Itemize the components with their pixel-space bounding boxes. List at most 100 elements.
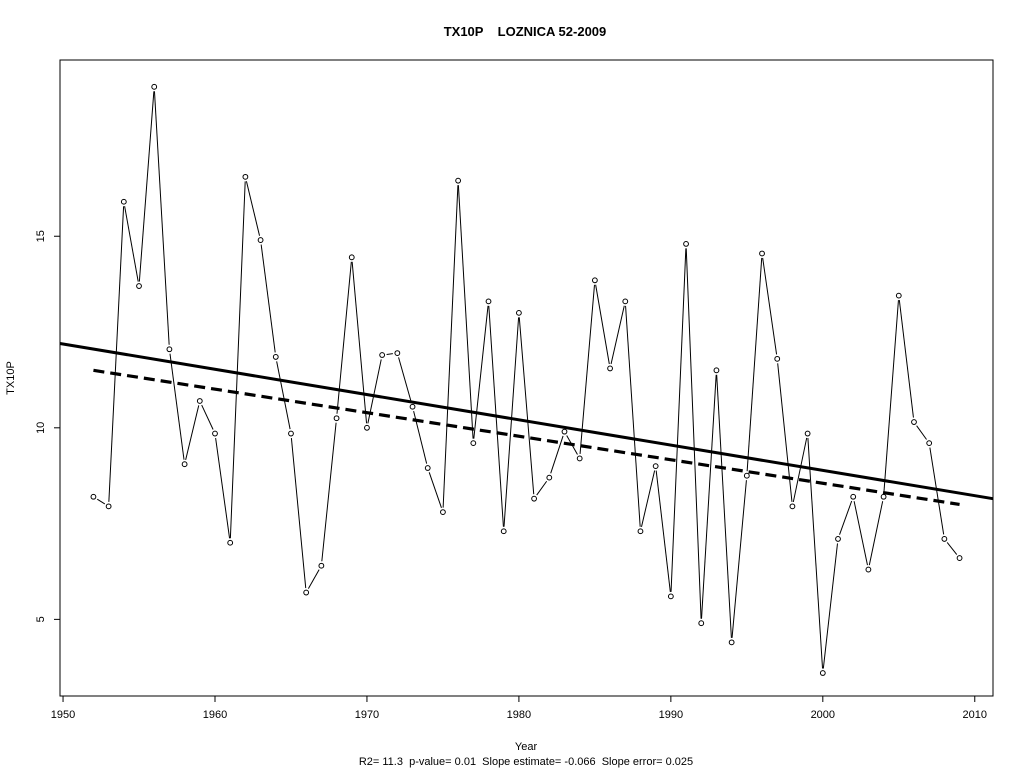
series-line-segment <box>579 284 595 455</box>
dashed-trend-line <box>93 368 960 507</box>
series-line-segment <box>762 257 778 355</box>
data-point <box>607 365 613 372</box>
series-line-segment <box>946 542 958 555</box>
data-point <box>212 430 218 437</box>
data-point <box>424 465 431 471</box>
data-point <box>956 555 963 561</box>
y-tick-label: 10 <box>35 422 47 434</box>
series-line-segment <box>670 248 687 592</box>
data-point <box>333 415 340 422</box>
series-line-segment <box>96 498 106 505</box>
series-line-segment <box>351 261 368 424</box>
series-line-segment <box>398 357 412 403</box>
data-point <box>440 509 446 515</box>
series-line-segment <box>260 244 276 353</box>
series-line-segment <box>807 438 824 669</box>
data-point <box>105 503 112 510</box>
series-line-segment <box>336 261 352 414</box>
data-point <box>455 177 462 184</box>
x-tick-label: 2000 <box>811 709 835 721</box>
series-line-segment <box>853 501 868 566</box>
series-line-segment <box>868 501 884 566</box>
data-point <box>850 493 857 500</box>
series-line-segment <box>413 410 428 464</box>
series-line-segment <box>731 480 747 638</box>
data-point <box>652 463 659 470</box>
series-line-segment <box>550 435 564 474</box>
data-point <box>926 440 933 447</box>
series-line-segment <box>595 284 610 365</box>
series-line-segment <box>367 359 382 424</box>
data-point <box>288 430 294 437</box>
series-line-segment <box>169 353 185 460</box>
x-tick-label: 1980 <box>507 709 531 721</box>
data-point <box>743 472 750 479</box>
data-point <box>500 528 507 535</box>
data-point <box>895 292 902 299</box>
series-line-segment <box>442 185 459 508</box>
data-point <box>591 277 598 284</box>
data-point <box>911 419 917 425</box>
data-point <box>379 352 386 358</box>
data-point <box>90 493 97 500</box>
series-line-segment <box>655 470 671 592</box>
x-tick-label: 2010 <box>963 709 987 721</box>
series-line-segment <box>215 437 231 539</box>
stats-footer: R2= 11.3 p-value= 0.01 Slope estimate= -… <box>359 756 693 768</box>
data-point <box>759 250 765 257</box>
data-point <box>561 428 568 435</box>
data-point <box>394 350 401 356</box>
series-line-segment <box>153 91 170 345</box>
series-line-segment <box>746 257 763 472</box>
x-axis-label: Year <box>515 741 538 753</box>
series-line-segment <box>839 500 853 535</box>
x-tick-label: 1950 <box>51 709 75 721</box>
data-point <box>941 536 948 542</box>
series-line-segment <box>503 317 520 527</box>
data-point <box>120 198 127 205</box>
series-line-segment <box>201 404 214 430</box>
data-point <box>789 503 796 510</box>
series-line-segment <box>428 472 442 509</box>
series-line-segment <box>792 437 808 503</box>
series-line-segment <box>245 181 261 236</box>
data-point <box>880 493 887 500</box>
x-tick-label: 1960 <box>203 709 227 721</box>
x-axis: 1950 1960 1970 1980 1990 2000 2010 <box>51 696 987 721</box>
series-line-segment <box>566 435 578 455</box>
series-line-segment <box>276 361 291 430</box>
series-line-segment <box>641 470 656 527</box>
data-point <box>242 173 249 180</box>
x-tick-label: 1990 <box>659 709 683 721</box>
series-line-segment <box>716 374 732 638</box>
data-point <box>257 237 264 243</box>
plot-frame <box>59 59 994 697</box>
data-point <box>151 83 158 90</box>
data-point <box>804 430 811 437</box>
data-point <box>196 398 203 404</box>
series-line-segment <box>108 206 125 502</box>
data-point <box>485 298 492 305</box>
series-line-segment <box>307 569 320 589</box>
data-point <box>683 241 689 247</box>
data-point <box>318 562 325 569</box>
series-line-segment <box>229 181 246 539</box>
data-point <box>516 309 522 316</box>
data-point <box>728 639 735 646</box>
series-line-segment <box>883 300 899 493</box>
y-axis: 5 10 15 <box>35 230 60 622</box>
y-tick-label: 15 <box>35 230 47 242</box>
solid-trend-line <box>59 342 994 501</box>
series-line-segment <box>124 206 139 282</box>
data-point <box>272 354 279 360</box>
series-line-segment <box>777 363 793 502</box>
series-line-segment <box>916 425 927 440</box>
data-point <box>546 474 553 481</box>
data-point <box>622 298 629 305</box>
data-point <box>637 528 644 535</box>
data-point <box>136 283 142 289</box>
data-point <box>774 355 781 362</box>
data-point <box>819 670 826 676</box>
series-line-segment <box>685 248 702 619</box>
